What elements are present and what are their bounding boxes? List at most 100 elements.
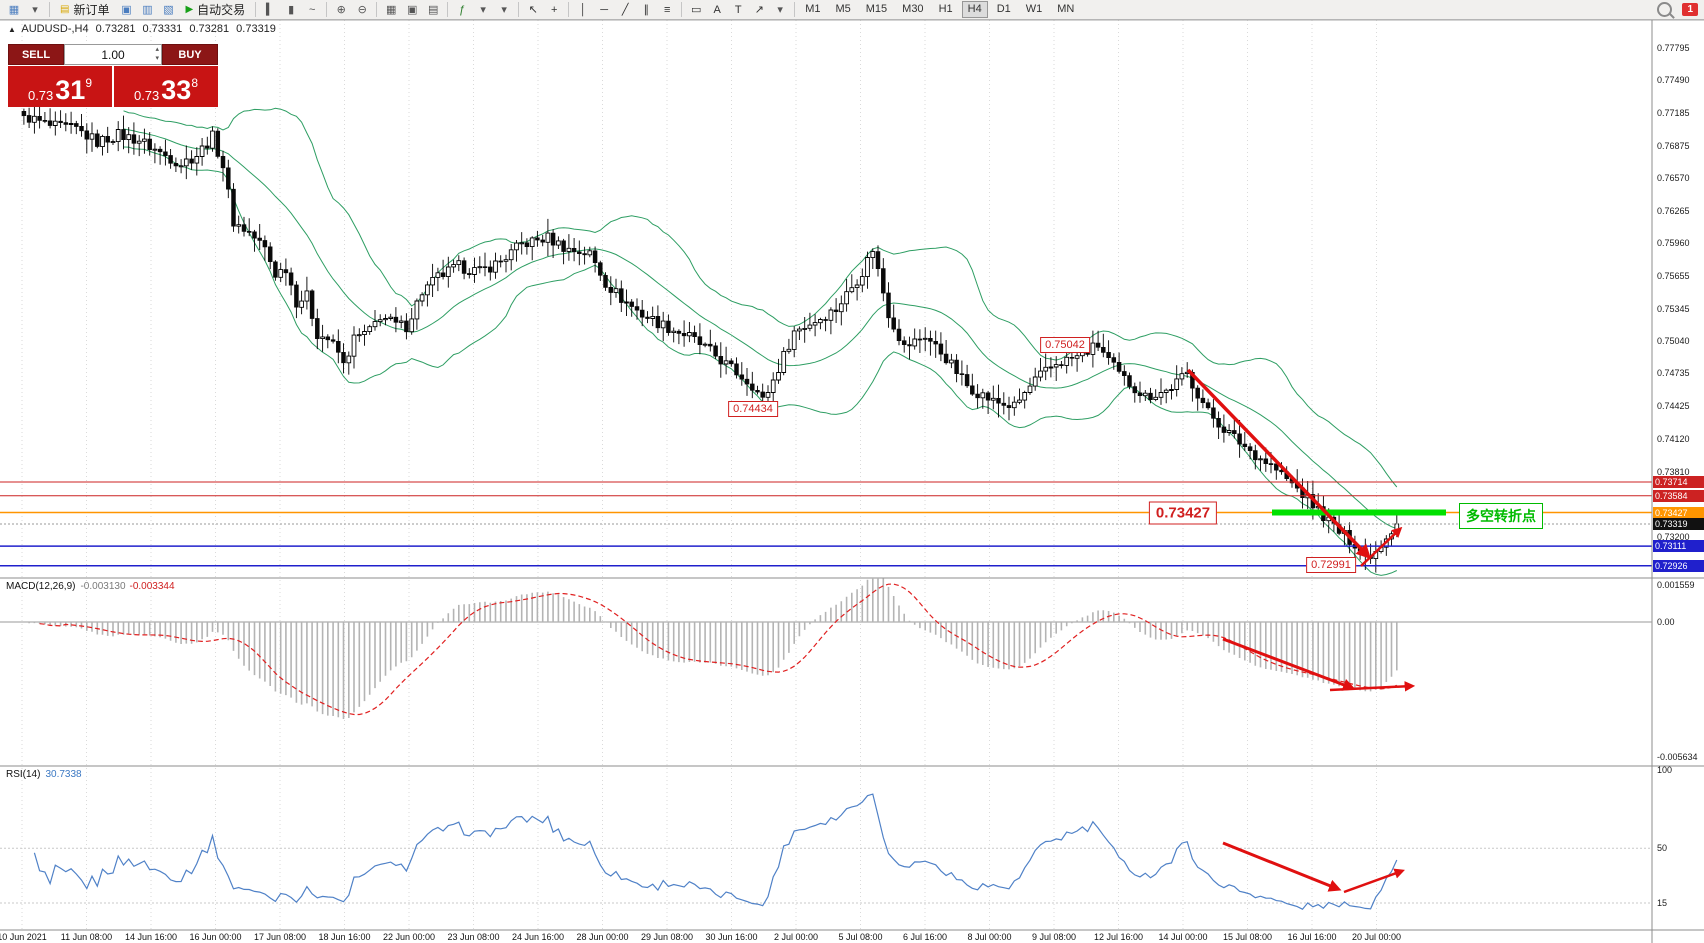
buy-price-display[interactable]: 0.73 33 8 bbox=[114, 66, 218, 107]
notification-badge[interactable]: 1 bbox=[1682, 3, 1698, 16]
turning-point-annotation[interactable]: 多空转折点 bbox=[1459, 503, 1543, 529]
bullish-candle-bodies bbox=[32, 115, 1400, 560]
search-icon[interactable] bbox=[1657, 2, 1673, 17]
chart-window-icon[interactable]: ▦ bbox=[8, 4, 20, 16]
volume-field[interactable]: 1.00 ▴ ▾ bbox=[64, 44, 162, 65]
profile-caret-icon[interactable]: ▾ bbox=[32, 4, 38, 16]
time-axis-label: 18 Jun 16:00 bbox=[318, 932, 371, 942]
time-axis-label: 2 Jul 00:00 bbox=[773, 932, 819, 942]
bearish-candle-bodies bbox=[21, 110, 1373, 559]
price-axis-label: 0.74425 bbox=[1657, 401, 1690, 412]
timeframe-button-m30[interactable]: M30 bbox=[902, 3, 924, 15]
sell-price-prefix: 0.73 bbox=[27, 88, 54, 103]
toolbar-separator bbox=[447, 2, 449, 17]
sell-button[interactable]: SELL bbox=[8, 44, 64, 65]
ohlc-low: 0.73281 bbox=[189, 23, 230, 35]
auto-trading-button-icon: ▶ bbox=[185, 4, 194, 15]
timeframe-button-d1[interactable]: D1 bbox=[996, 3, 1011, 15]
crosshair-icon[interactable]: + bbox=[550, 3, 558, 16]
macd-histogram bbox=[28, 578, 1398, 719]
timeframes-caret-icon[interactable]: ▾ bbox=[501, 4, 507, 16]
bar-chart-icon[interactable]: ▍ bbox=[265, 4, 275, 16]
macd-down-arrow[interactable] bbox=[1222, 637, 1356, 691]
buy-price-prefix: 0.73 bbox=[133, 88, 160, 103]
auto-trading-button-label: 自动交易 bbox=[197, 3, 246, 17]
macd-signal-line bbox=[39, 583, 1398, 716]
line-chart-icon[interactable]: ~ bbox=[308, 3, 316, 16]
rsi-down-arrow[interactable] bbox=[1222, 841, 1342, 892]
objects-caret-icon[interactable]: ▾ bbox=[777, 4, 783, 16]
timeframe-button-w1[interactable]: W1 bbox=[1025, 3, 1043, 15]
chart-menu-icon[interactable]: ▲ bbox=[8, 25, 16, 34]
timeframe-button-m15[interactable]: M15 bbox=[865, 3, 888, 15]
auto-trading-button[interactable]: ▶ 自动交易 bbox=[179, 1, 251, 19]
navigator-icon[interactable]: ▧ bbox=[163, 4, 174, 16]
rsi-up-arrow[interactable] bbox=[1343, 868, 1405, 894]
volume-up-icon[interactable]: ▴ bbox=[155, 46, 159, 53]
candlestick-chart-icon[interactable]: ▮ bbox=[288, 4, 295, 16]
trendline-icon[interactable]: ╱ bbox=[621, 4, 629, 16]
channel-icon[interactable]: ∥ bbox=[643, 4, 649, 16]
vertical-line-icon[interactable]: │ bbox=[579, 3, 587, 16]
text-icon[interactable]: T bbox=[734, 3, 742, 16]
macd-axis-label: 0.00 bbox=[1657, 617, 1675, 627]
ohlc-close: 0.73319 bbox=[236, 23, 276, 35]
price-axis-label: 0.75040 bbox=[1657, 335, 1690, 346]
price-axis-label: 0.75345 bbox=[1657, 303, 1690, 314]
price-axis-label: 0.74120 bbox=[1657, 433, 1690, 444]
fibonacci-icon[interactable]: ≡ bbox=[663, 3, 671, 16]
volume-down-icon[interactable]: ▾ bbox=[155, 55, 159, 62]
cascade-windows-icon[interactable]: ▣ bbox=[406, 4, 418, 16]
arrow-tools-icon[interactable]: ↗ bbox=[754, 4, 764, 16]
timeframe-button-m5[interactable]: M5 bbox=[835, 3, 851, 15]
time-axis-label: 12 Jul 16:00 bbox=[1093, 932, 1144, 942]
bollinger-upper-band bbox=[123, 107, 1398, 488]
horizontal-line-icon[interactable]: ─ bbox=[600, 3, 609, 16]
timeframe-button-h1[interactable]: H1 bbox=[938, 3, 953, 15]
indicators-caret-icon[interactable]: ▾ bbox=[480, 4, 486, 16]
new-order-button[interactable]: ▤ 新订单 bbox=[54, 1, 115, 19]
price-level-label-0.72991[interactable]: 0.72991 bbox=[1306, 557, 1356, 573]
rsi-indicator-label: RSI(14) 30.7338 bbox=[6, 769, 82, 780]
buy-button[interactable]: BUY bbox=[162, 44, 218, 65]
sell-price-display[interactable]: 0.73 31 9 bbox=[8, 66, 112, 107]
sell-price-big: 31 bbox=[55, 75, 86, 105]
rsi-panel bbox=[0, 793, 1652, 910]
main-bounce-arrow[interactable] bbox=[1360, 526, 1403, 567]
timeframe-button-m1[interactable]: M1 bbox=[805, 3, 821, 15]
rsi-axis-label: 50 bbox=[1657, 843, 1668, 854]
price-axis[interactable]: 0.77795 0.77490 0.77185 0.76875 0.76570 0.762… bbox=[1652, 20, 1704, 943]
price-axis-label: 0.76265 bbox=[1657, 205, 1690, 216]
macd-panel bbox=[0, 578, 1652, 719]
text-label-icon[interactable]: A bbox=[713, 3, 721, 16]
tile-windows-icon[interactable]: ▦ bbox=[385, 4, 397, 16]
time-axis-label: 30 Jun 16:00 bbox=[705, 932, 758, 942]
time-axis[interactable]: 10 Jun 2021 11 Jun 08:00 14 Jun 16:00 16 Ju… bbox=[0, 931, 1652, 943]
price-level-label-0.73427[interactable]: 0.73427 bbox=[1148, 501, 1218, 525]
cursor-icon[interactable]: ↖ bbox=[528, 4, 538, 16]
macd-flat-arrow[interactable] bbox=[1329, 681, 1416, 692]
main-downtrend-arrow[interactable] bbox=[1186, 368, 1372, 560]
toolbar-separator bbox=[326, 2, 328, 17]
price-level-label-0.74434[interactable]: 0.74434 bbox=[728, 401, 778, 417]
indicators-icon[interactable]: ƒ bbox=[459, 3, 466, 16]
volume-spinner[interactable]: ▴ ▾ bbox=[155, 45, 159, 63]
zoom-out-icon[interactable]: ⊖ bbox=[357, 4, 367, 16]
timeframe-button-h4[interactable]: H4 bbox=[961, 1, 988, 18]
time-axis-label: 24 Jun 16:00 bbox=[511, 932, 565, 942]
zoom-in-icon[interactable]: ⊕ bbox=[336, 4, 346, 16]
price-level-label-0.75042[interactable]: 0.75042 bbox=[1040, 337, 1090, 353]
price-tag-0.72926: 0.72926 bbox=[1653, 559, 1704, 572]
price-tag-0.73111: 0.73111 bbox=[1653, 540, 1704, 553]
time-axis-label: 16 Jul 16:00 bbox=[1287, 932, 1337, 942]
shapes-icon[interactable]: ▭ bbox=[690, 4, 702, 16]
arrange-windows-icon[interactable]: ▤ bbox=[427, 4, 439, 16]
price-axis-label: 0.76570 bbox=[1657, 173, 1690, 184]
data-window-icon[interactable]: ▥ bbox=[142, 4, 153, 16]
time-axis-label: 17 Jun 08:00 bbox=[253, 932, 307, 942]
timeframe-button-mn[interactable]: MN bbox=[1057, 3, 1075, 15]
market-watch-icon[interactable]: ▣ bbox=[121, 4, 132, 16]
